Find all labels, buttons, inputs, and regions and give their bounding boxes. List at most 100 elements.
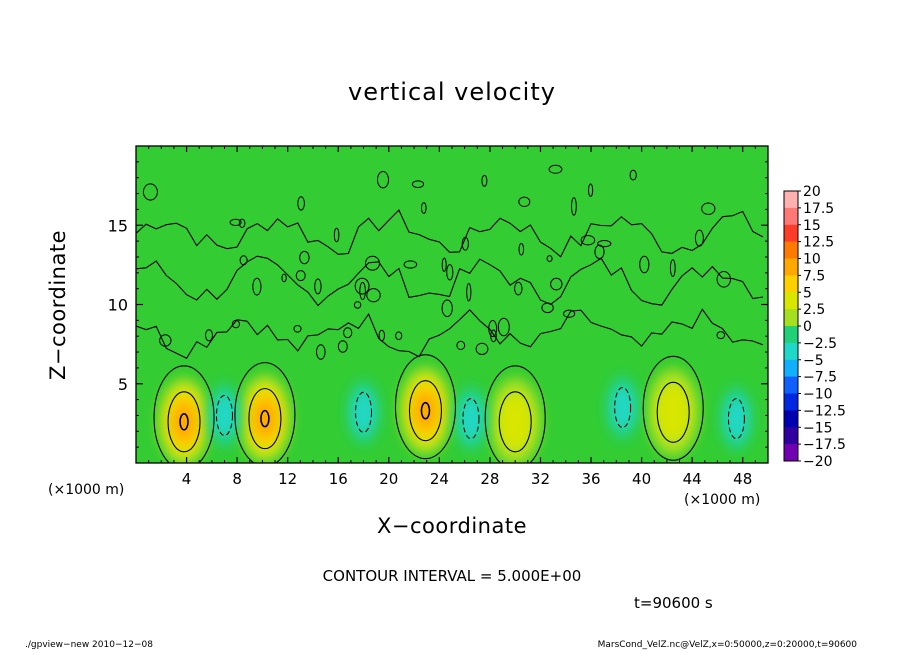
contour-small-cell xyxy=(159,334,172,347)
colorbar-label: −17.5 xyxy=(803,437,846,453)
colorbar-label: 0 xyxy=(803,319,812,335)
contour-neg5 xyxy=(727,398,745,440)
contour-small-cell xyxy=(231,319,240,329)
contour-neg5 xyxy=(215,394,233,436)
colorbar-band xyxy=(784,241,798,259)
contour-small-cell xyxy=(205,329,213,342)
colorbar-band xyxy=(784,258,798,276)
contour-small-cell xyxy=(497,317,510,337)
colorbar-label: −10 xyxy=(803,387,833,403)
contour-small-cell xyxy=(366,288,381,303)
contour-5 xyxy=(167,391,201,453)
contour-5 xyxy=(408,380,443,442)
updraft-0 xyxy=(158,377,211,463)
colorbar: 2017.51512.5107.552.50−2.5−5−7.5−10−12.5… xyxy=(783,184,846,470)
footer-right: MarsCond_VelZ.nc@VelZ,x=0:50000,z=0:2000… xyxy=(597,640,857,650)
colorbar-label: 17.5 xyxy=(803,201,834,217)
contour-small-cell xyxy=(395,331,403,341)
y-tick-label: 15 xyxy=(108,216,128,235)
x-tick-label: 16 xyxy=(329,470,348,488)
contour-neg5 xyxy=(614,387,632,429)
colorbar-band xyxy=(784,275,798,293)
contour-small-cell xyxy=(669,259,676,277)
contour-small-cell xyxy=(518,243,525,256)
x-tick-label: 44 xyxy=(683,470,702,488)
x-axis-label: X−coordinate xyxy=(377,514,527,538)
downdraft-5 xyxy=(207,382,242,449)
contour-small-cell xyxy=(365,255,380,271)
updraft-2 xyxy=(399,366,452,455)
contour-small-cell xyxy=(594,244,605,260)
colorbar-label: −5 xyxy=(803,353,824,369)
contour-small-cell xyxy=(295,270,306,282)
downdraft-7 xyxy=(453,385,488,452)
y-tick-label: 5 xyxy=(118,375,128,394)
colorbar-band xyxy=(784,342,798,361)
contour-small-cell xyxy=(456,340,466,350)
contour-small-cell xyxy=(580,235,596,246)
contour-small-cell xyxy=(597,240,612,248)
x-tick-label: 36 xyxy=(581,470,600,488)
colorbar-label: 12.5 xyxy=(803,235,834,251)
x-tick-label: 20 xyxy=(379,470,398,488)
contour-zero-wavy xyxy=(136,209,764,258)
contour-small-cell xyxy=(466,282,472,302)
contour-small-cell xyxy=(359,282,366,300)
contour-small-cell xyxy=(378,329,385,342)
downdraft-8 xyxy=(605,374,640,441)
contour-small-cell xyxy=(588,183,594,197)
colorbar-band xyxy=(784,191,798,209)
colorbar-label: 5 xyxy=(803,285,812,301)
contour-zero xyxy=(642,355,704,461)
colorbar-label: 2.5 xyxy=(803,302,825,318)
contour-small-cell xyxy=(238,218,246,229)
contour-small-cell xyxy=(481,174,488,187)
contour-5 xyxy=(498,391,532,453)
contour-small-cell xyxy=(441,299,453,318)
time-label: t=90600 s xyxy=(634,594,713,612)
x-unit-left: (×1000 m) xyxy=(48,482,125,498)
contour-small-cell xyxy=(716,271,731,288)
footer-left: ./gpview−new 2010−12−08 xyxy=(25,640,153,650)
contour-small-cell xyxy=(403,260,418,269)
colorbar-band xyxy=(784,292,798,310)
contour-small-cell xyxy=(354,277,370,295)
colorbar-band xyxy=(784,326,798,344)
contour-small-cell xyxy=(377,171,389,189)
contour-small-cell xyxy=(475,342,489,355)
contour-5 xyxy=(656,381,690,443)
colorbar-label: −12.5 xyxy=(803,403,846,419)
contour-small-cell xyxy=(629,169,637,181)
contour-zero-wavy xyxy=(136,308,764,360)
colorbar-label: 7.5 xyxy=(803,268,825,284)
colorbar-band xyxy=(784,376,798,394)
plot-title: vertical velocity xyxy=(348,78,556,106)
downdraft-fill xyxy=(611,386,634,429)
y-tick-label: 10 xyxy=(108,296,128,315)
contour-5 xyxy=(248,388,282,450)
downdraft-fill xyxy=(725,397,748,440)
contour-small-cell xyxy=(337,340,348,353)
x-unit-right: (×1000 m) xyxy=(684,492,761,508)
contour-small-cell xyxy=(548,164,563,174)
colorbar-band xyxy=(784,410,798,428)
contour-zero xyxy=(484,365,546,463)
contour-small-cell xyxy=(293,325,302,333)
contour-10 xyxy=(260,409,270,428)
contour-zero xyxy=(153,365,215,463)
x-tick-label: 28 xyxy=(480,470,499,488)
colorbar-band xyxy=(784,444,798,462)
contour-zero xyxy=(234,362,296,463)
x-tick-label: 4 xyxy=(182,470,192,488)
downdraft-6 xyxy=(346,379,381,446)
y-axis-label: Z−coordinate xyxy=(46,230,70,380)
contour-small-cell xyxy=(563,309,576,318)
contour-zero-wavy xyxy=(136,255,763,307)
contour-small-cell xyxy=(571,197,577,216)
contour-small-cell xyxy=(488,320,498,337)
contour-interval-label: CONTOUR INTERVAL = 5.000E+00 xyxy=(322,567,582,585)
contour-neg5 xyxy=(462,398,480,440)
contour-small-cell xyxy=(343,327,353,339)
updraft-fill xyxy=(413,391,438,430)
contour-small-cell xyxy=(541,302,554,314)
